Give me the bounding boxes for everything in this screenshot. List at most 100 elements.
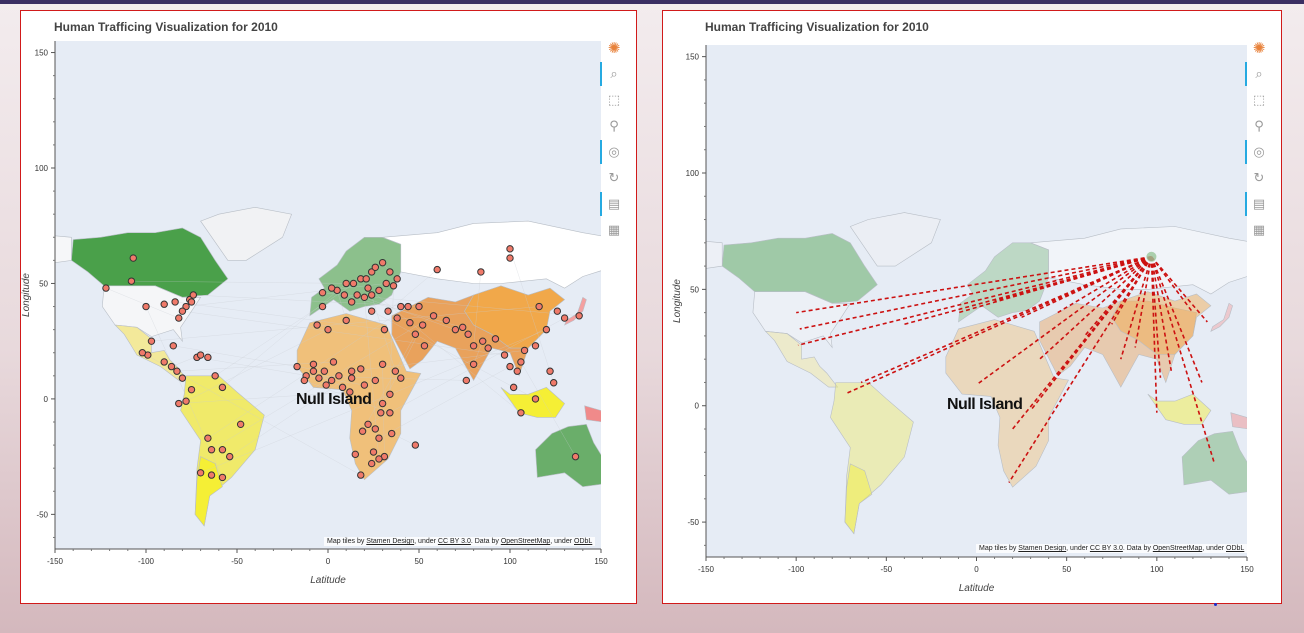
country-point <box>462 376 471 385</box>
country-point <box>211 372 219 380</box>
country-point <box>469 342 478 350</box>
osm-link[interactable]: OpenStreetMap <box>1152 545 1203 552</box>
ccby-link[interactable]: CC BY 3.0 <box>1089 545 1123 552</box>
country-point <box>367 291 376 299</box>
odbl-link[interactable]: ODbL <box>574 538 593 545</box>
country-point <box>329 358 338 366</box>
country-point <box>335 372 343 380</box>
trafficking-flow-line <box>1150 256 1158 413</box>
zoom-in-icon[interactable]: ◎ <box>1245 140 1268 164</box>
flow-line-faint <box>178 391 350 404</box>
country-point <box>542 325 551 334</box>
country-point <box>458 323 467 332</box>
country-point <box>575 312 583 320</box>
country-point <box>393 275 401 283</box>
flow-line-faint <box>196 357 365 386</box>
country-point <box>549 379 558 387</box>
osm-link[interactable]: OpenStreetMap <box>500 538 551 545</box>
flow-line-faint <box>211 315 434 450</box>
trafficking-flow-line <box>1084 256 1153 337</box>
x-tick-label: -50 <box>231 557 243 566</box>
x-tick-label: -100 <box>138 557 155 566</box>
wheel-zoom-icon[interactable]: ⌕ <box>1245 62 1268 86</box>
save-icon[interactable]: ▦ <box>1252 222 1266 238</box>
trafficking-flow-line <box>1150 256 1162 378</box>
y-tick-label: 100 <box>686 169 700 178</box>
map-layer <box>706 212 1247 535</box>
country-point <box>397 374 405 382</box>
country-point <box>535 302 543 311</box>
country-point <box>357 471 365 479</box>
country-point <box>342 316 350 325</box>
bokeh-logo-icon[interactable]: ✺ <box>1252 39 1266 57</box>
country-point <box>371 263 380 271</box>
flow-line-faint <box>306 375 467 381</box>
flow-line-faint <box>387 269 438 312</box>
bokeh-logo-icon[interactable]: ✺ <box>607 39 621 57</box>
country-point <box>351 450 359 459</box>
save-icon[interactable]: ▦ <box>607 222 621 238</box>
map-plot[interactable]: -150 -100 -50 0 50 100 150 -50 0 50 100 150 Latitude… <box>21 11 638 605</box>
country-point <box>318 302 327 311</box>
country-point <box>520 346 529 355</box>
plot-title: Human Trafficing Visualization for 2010 <box>54 20 278 34</box>
pan-icon[interactable]: ⚲ <box>1254 118 1264 134</box>
odbl-link[interactable]: ODbL <box>1226 545 1245 552</box>
country-point <box>433 265 441 274</box>
map-plot[interactable]: -150 -100 -50 0 50 100 150 -50 0 50 100 150 Latitude… <box>663 11 1283 605</box>
stamen-link[interactable]: Stamen Design <box>1018 545 1067 552</box>
flow-line-faint <box>185 329 329 402</box>
land-patagonia <box>844 463 873 535</box>
hover-icon[interactable]: ▤ <box>1245 192 1268 216</box>
country-point <box>169 342 178 350</box>
country-point <box>327 284 336 292</box>
country-point <box>187 298 196 306</box>
country-point <box>196 351 205 359</box>
country-point <box>389 282 398 290</box>
country-point <box>378 399 387 408</box>
country-point <box>226 452 234 461</box>
flow-line-faint <box>473 341 483 365</box>
country-point <box>571 452 580 461</box>
country-point <box>418 321 427 329</box>
country-point <box>175 399 183 408</box>
flow-line-faint <box>222 283 347 388</box>
reset-icon[interactable]: ↻ <box>608 170 620 186</box>
country-point <box>378 360 387 368</box>
box-zoom-icon[interactable]: ⬚ <box>1252 92 1266 108</box>
country-point <box>357 365 365 373</box>
y-axis-label: Longitude <box>21 273 32 317</box>
country-point <box>469 360 478 368</box>
country-point <box>367 307 376 315</box>
zoom-in-icon[interactable]: ◎ <box>600 140 623 164</box>
land-africa <box>945 319 1069 488</box>
country-point <box>142 302 150 311</box>
plot-title: Human Trafficing Visualization for 2010 <box>705 20 929 34</box>
map-layer <box>55 206 601 527</box>
country-point <box>406 319 414 327</box>
ccby-link[interactable]: CC BY 3.0 <box>437 538 471 545</box>
box-zoom-icon[interactable]: ⬚ <box>607 92 621 108</box>
trafficking-flow-line <box>1039 256 1152 360</box>
plot-toolbar: ✺ ⌕ ⬚ ⚲ ◎ ↻ ▤ ▦ <box>1245 39 1272 247</box>
y-tick-label: 50 <box>690 285 699 294</box>
country-point <box>375 434 383 442</box>
country-point <box>388 429 396 438</box>
country-point <box>479 337 487 345</box>
y-axis-label: Longitude <box>672 279 683 323</box>
wheel-zoom-icon[interactable]: ⌕ <box>600 62 623 86</box>
country-point <box>320 367 329 375</box>
country-point <box>382 279 390 288</box>
flow-line-faint <box>186 283 387 307</box>
land-greenland <box>849 212 941 267</box>
hover-icon[interactable]: ▤ <box>600 192 623 216</box>
flow-line-faint <box>351 350 525 372</box>
country-point <box>360 381 369 389</box>
country-point <box>129 254 137 262</box>
country-point <box>300 376 309 385</box>
country-point <box>404 302 412 311</box>
country-point <box>513 367 521 375</box>
reset-icon[interactable]: ↻ <box>1253 170 1265 186</box>
stamen-link[interactable]: Stamen Design <box>366 538 415 545</box>
pan-icon[interactable]: ⚲ <box>609 118 619 134</box>
